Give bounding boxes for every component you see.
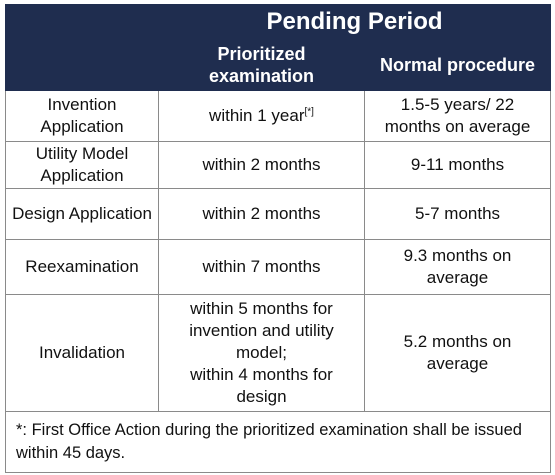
header-row-sub: Prioritized examination Normal procedure [6,39,552,91]
prioritized-line: design [236,387,287,406]
normal-cell: 9-11 months [363,141,552,189]
application-type-cell: Design Application [5,188,159,240]
normal-cell: 1.5-5 years/ 22 months on average [363,90,552,142]
normal-cell: 9.3 months on average [363,239,552,295]
prioritized-cell: within 7 months [158,239,365,295]
prioritized-line: invention and utility [189,321,334,340]
prioritized-cell: within 5 months for invention and utilit… [158,294,365,412]
header-corner-cell [5,4,159,91]
application-type-cell: Invention Application [5,90,159,142]
table-row: Utility Model Application within 2 month… [5,141,552,189]
application-type-cell: Invalidation [5,294,159,412]
header-normal-procedure: Normal procedure [363,39,552,91]
pending-period-table: Pending Period Prioritized examination N… [4,4,552,473]
prioritized-cell: within 2 months [158,141,365,189]
pending-period-table-wrapper: Pending Period Prioritized examination N… [4,4,552,473]
table-row: Invention Application within 1 year[*] 1… [5,90,552,142]
application-type-cell: Reexamination [5,239,159,295]
prioritized-line: model; [235,343,288,362]
prioritized-text: within 1 year [209,106,305,125]
table-row: Reexamination within 7 months 9.3 months… [5,239,552,295]
prioritized-line: within 5 months for [190,299,333,318]
header-pending-period: Pending Period [157,4,552,40]
application-type-cell: Utility Model Application [5,141,159,189]
header-row-top: Pending Period [5,4,552,91]
table-row: Invalidation within 5 months for inventi… [5,294,552,412]
footnote: *: First Office Action during the priori… [4,411,552,473]
normal-cell: 5.2 months on average [363,294,552,412]
footnote-mark: [*] [304,106,314,118]
table-row: Design Application within 2 months 5-7 m… [5,188,552,240]
prioritized-cell: within 2 months [158,188,365,240]
header-prioritized-examination: Prioritized examination [158,39,365,91]
footnote-row: *: First Office Action during the priori… [4,411,552,473]
normal-cell: 5-7 months [363,188,552,240]
prioritized-line: within 4 months for [190,365,333,384]
prioritized-cell: within 1 year[*] [158,90,365,142]
